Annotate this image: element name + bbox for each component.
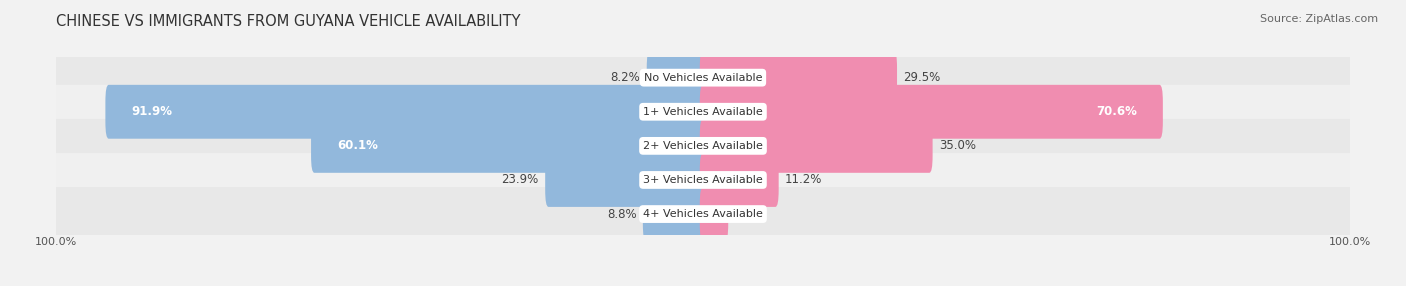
- FancyBboxPatch shape: [105, 85, 706, 139]
- FancyBboxPatch shape: [48, 51, 1358, 105]
- Text: 11.2%: 11.2%: [785, 174, 823, 186]
- Text: 4+ Vehicles Available: 4+ Vehicles Available: [643, 209, 763, 219]
- FancyBboxPatch shape: [48, 153, 1358, 207]
- FancyBboxPatch shape: [700, 51, 897, 105]
- Text: 91.9%: 91.9%: [131, 105, 173, 118]
- Text: 23.9%: 23.9%: [502, 174, 538, 186]
- Text: 70.6%: 70.6%: [1097, 105, 1137, 118]
- Text: 8.8%: 8.8%: [607, 208, 637, 221]
- Text: 60.1%: 60.1%: [337, 139, 378, 152]
- FancyBboxPatch shape: [643, 187, 706, 241]
- FancyBboxPatch shape: [700, 119, 932, 173]
- FancyBboxPatch shape: [48, 85, 1358, 139]
- Text: CHINESE VS IMMIGRANTS FROM GUYANA VEHICLE AVAILABILITY: CHINESE VS IMMIGRANTS FROM GUYANA VEHICL…: [56, 14, 520, 29]
- Text: 29.5%: 29.5%: [904, 71, 941, 84]
- FancyBboxPatch shape: [546, 153, 706, 207]
- FancyBboxPatch shape: [48, 187, 1358, 241]
- FancyBboxPatch shape: [700, 153, 779, 207]
- Text: 3+ Vehicles Available: 3+ Vehicles Available: [643, 175, 763, 185]
- Text: 35.0%: 35.0%: [939, 139, 976, 152]
- Text: 1+ Vehicles Available: 1+ Vehicles Available: [643, 107, 763, 117]
- FancyBboxPatch shape: [700, 85, 1163, 139]
- Text: 2+ Vehicles Available: 2+ Vehicles Available: [643, 141, 763, 151]
- Text: Source: ZipAtlas.com: Source: ZipAtlas.com: [1260, 14, 1378, 24]
- FancyBboxPatch shape: [48, 119, 1358, 173]
- Text: No Vehicles Available: No Vehicles Available: [644, 73, 762, 83]
- FancyBboxPatch shape: [311, 119, 706, 173]
- Text: 3.4%: 3.4%: [735, 208, 765, 221]
- FancyBboxPatch shape: [700, 187, 728, 241]
- Text: 8.2%: 8.2%: [610, 71, 640, 84]
- FancyBboxPatch shape: [647, 51, 706, 105]
